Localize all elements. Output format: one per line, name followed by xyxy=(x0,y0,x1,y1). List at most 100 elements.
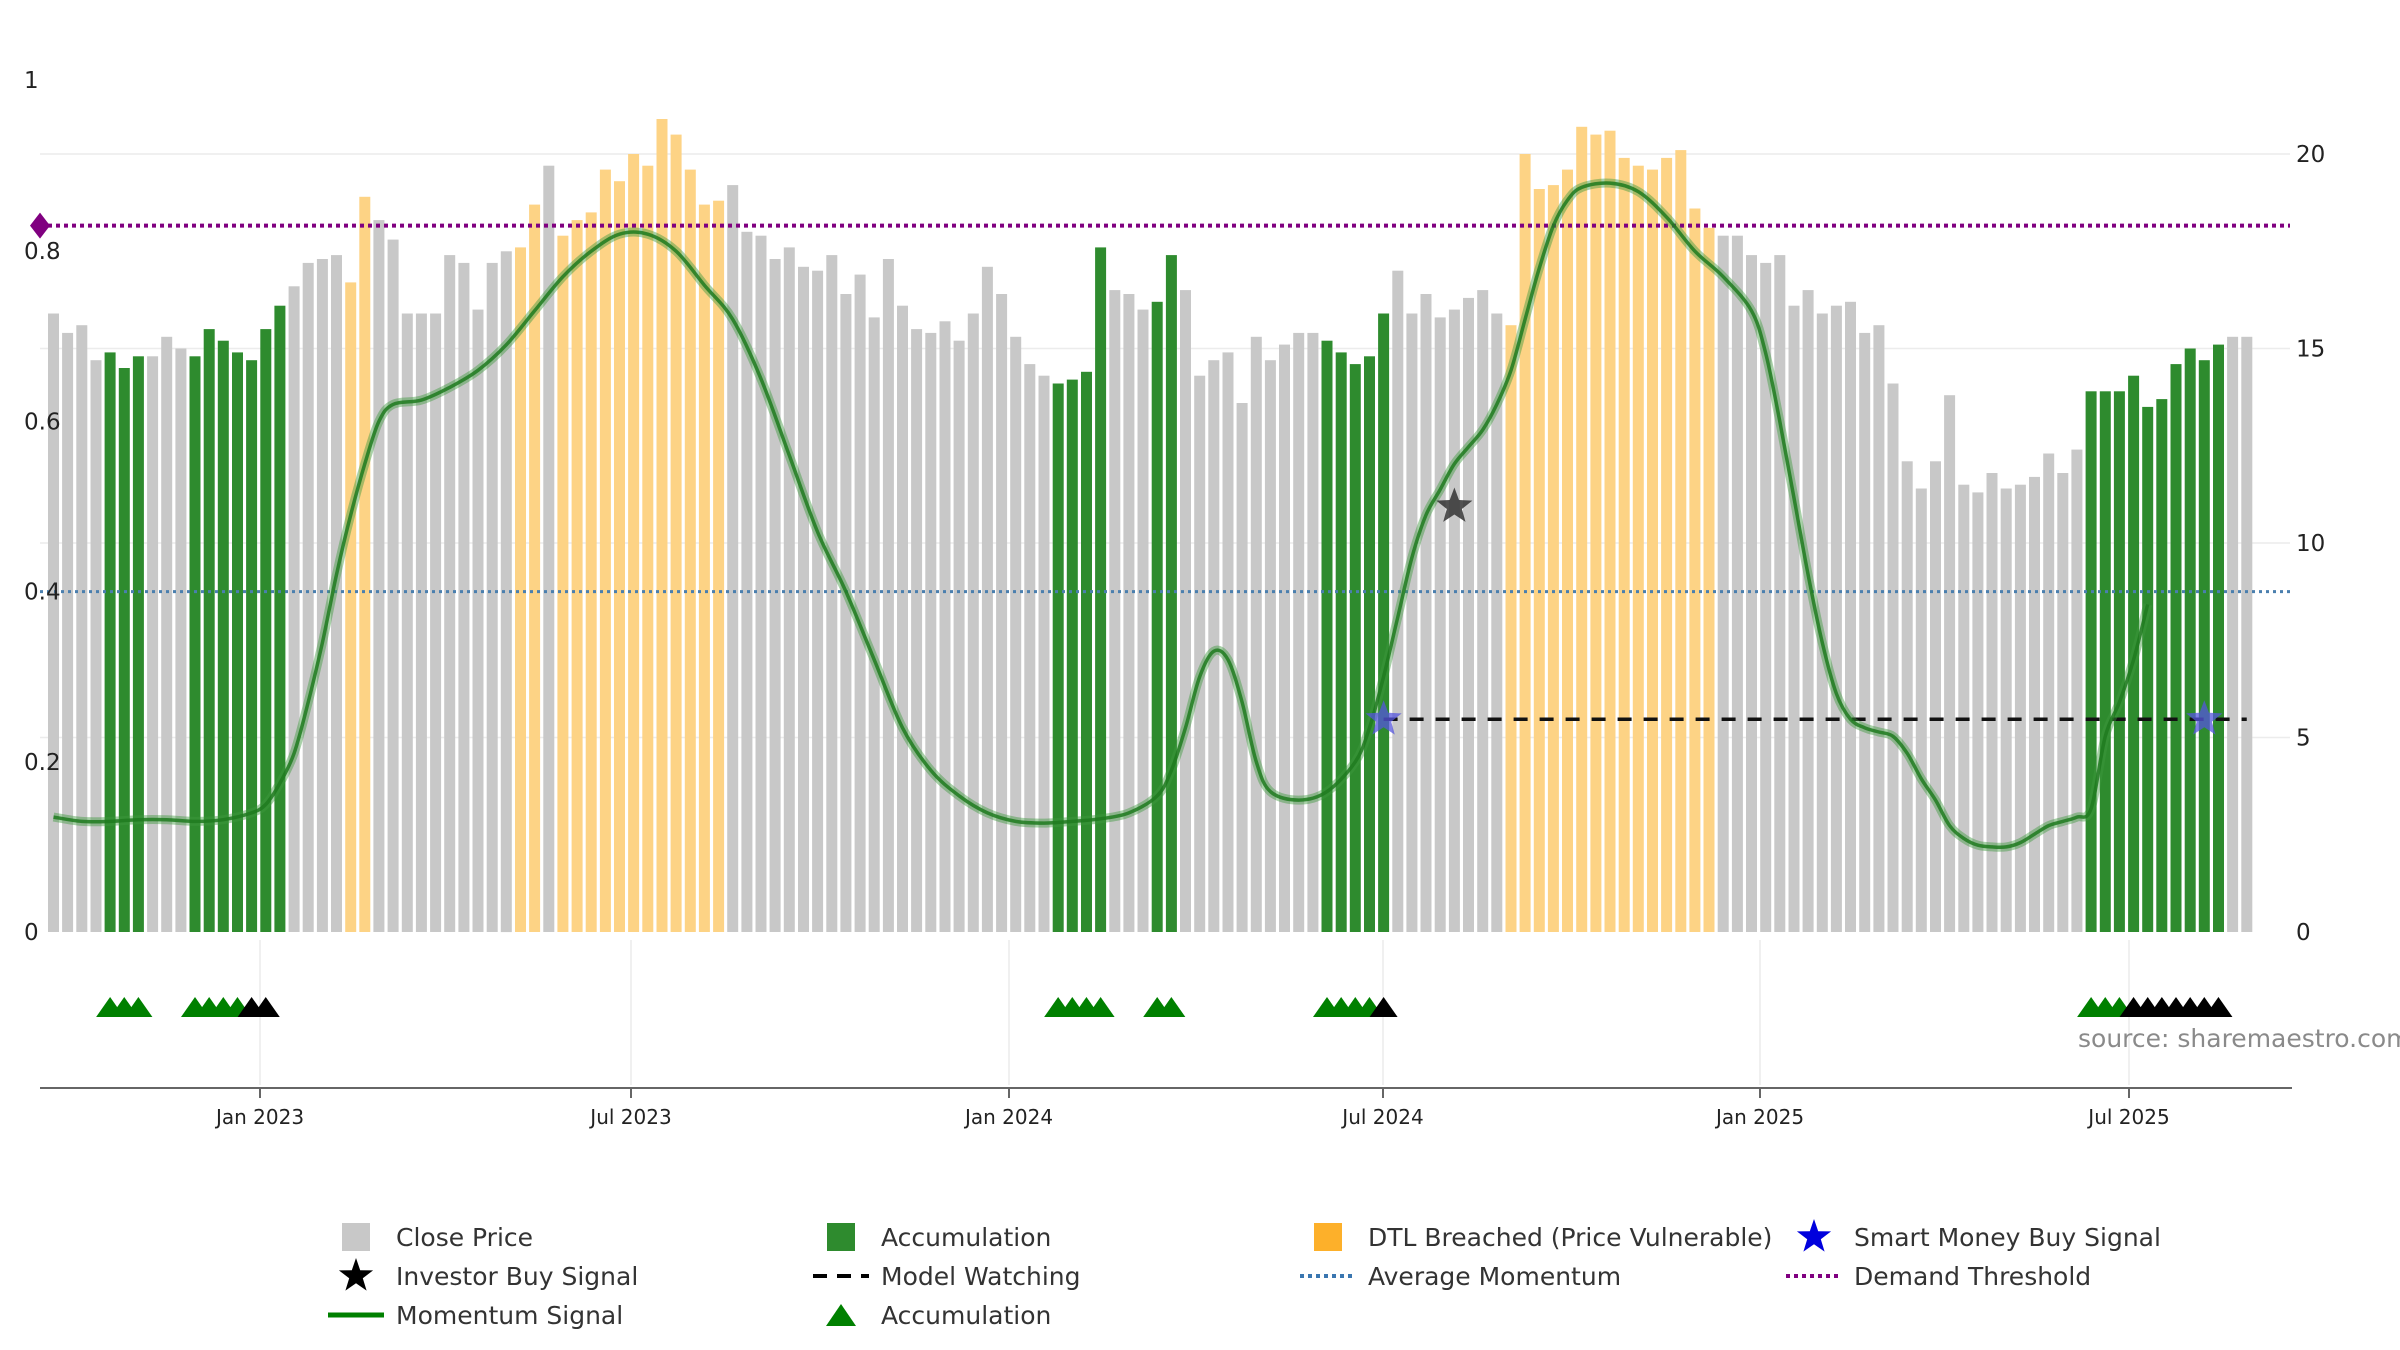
close-price-bar xyxy=(925,332,937,932)
close-price-bar xyxy=(1788,305,1800,932)
close-price-bar xyxy=(882,259,894,932)
x-tick-label: Jul 2024 xyxy=(1340,1105,1423,1129)
close-price-bar xyxy=(1986,473,1998,932)
right-tick-label: 0 xyxy=(2296,920,2311,946)
close-price-bar xyxy=(161,336,173,932)
dtl-breached-bar xyxy=(529,204,541,933)
close-price-bar xyxy=(1024,364,1036,933)
right-tick-label: 20 xyxy=(2296,142,2325,168)
right-tick-label: 15 xyxy=(2296,337,2325,363)
accumulation-triangle xyxy=(1157,997,1186,1017)
close-price-bar xyxy=(1915,488,1927,932)
demand-threshold-marker xyxy=(30,212,50,239)
accumulation-bar xyxy=(1066,379,1078,933)
close-price-bar xyxy=(1109,290,1121,933)
close-price-bar xyxy=(1463,297,1474,932)
accumulation-bar xyxy=(1349,364,1361,933)
dtl-breached-bar xyxy=(1519,154,1531,932)
close-price-bar xyxy=(1279,344,1290,933)
dtl-breached-bar xyxy=(1675,150,1687,933)
x-tick-label: Jul 2023 xyxy=(588,1105,671,1129)
accumulation-bar xyxy=(1165,255,1177,933)
dtl-breached-bar xyxy=(585,212,597,932)
x-tick-label: Jan 2024 xyxy=(963,1105,1053,1129)
accumulation-bar xyxy=(1378,313,1390,932)
dtl-breached-bar xyxy=(698,204,710,933)
markers xyxy=(30,212,2223,735)
accumulation-bar xyxy=(1095,247,1107,932)
accumulation-triangle-black xyxy=(251,997,280,1017)
dtl-breached-bar xyxy=(1533,189,1545,932)
bars xyxy=(48,119,2253,933)
dtl-breached-bar xyxy=(1661,157,1673,932)
close-price-bar xyxy=(1406,313,1418,932)
dtl-breached-bar xyxy=(515,247,526,932)
accumulation-bar xyxy=(1052,383,1064,932)
close-price-bar xyxy=(996,294,1008,932)
accumulation-bar xyxy=(104,352,116,932)
dtl-breached-bar xyxy=(656,119,668,932)
close-price-bar xyxy=(783,247,795,932)
close-price-bar xyxy=(727,185,739,933)
close-price-bar xyxy=(1307,332,1319,932)
close-price-bar xyxy=(1887,383,1899,932)
close-price-bar xyxy=(1760,262,1772,932)
accumulation-bar xyxy=(2156,399,2168,933)
accumulation-bar xyxy=(2085,391,2097,932)
smart-money-buy-signal-star xyxy=(1365,700,1402,735)
close-price-bar xyxy=(1222,352,1234,932)
dtl-breached-bar xyxy=(599,169,611,933)
accumulation-bar xyxy=(246,360,258,932)
dtl-breached-bar xyxy=(628,154,640,932)
close-price-bar xyxy=(1392,270,1404,932)
close-price-bar xyxy=(897,305,908,932)
investor-buy-signal-star xyxy=(1436,487,1473,522)
close-price-bar xyxy=(868,317,880,932)
close-price-bar xyxy=(1859,332,1871,932)
close-price-bar xyxy=(48,313,59,932)
dtl-breached-bar xyxy=(1576,126,1588,933)
close-price-bar xyxy=(316,259,328,932)
dtl-breached-bar xyxy=(345,282,357,932)
dtl-breached-bar xyxy=(670,134,682,933)
close-price-bar xyxy=(1123,294,1135,932)
left-tick-label: 1 xyxy=(24,68,39,94)
close-price-bar xyxy=(1264,360,1276,932)
axes: Jan 2023 Jul 2023 Jan 2024 Jul 2024 Jan 2025… xyxy=(24,68,2325,1129)
close-price-bar xyxy=(401,313,413,932)
dtl-breached-bar xyxy=(642,165,654,932)
close-price-bar xyxy=(331,255,342,933)
close-price-bar xyxy=(1420,294,1432,932)
close-price-bar xyxy=(1845,301,1856,932)
close-price-bar xyxy=(76,325,88,932)
close-price-bar xyxy=(981,266,993,932)
close-price-bar xyxy=(1816,313,1828,932)
accumulation-bar xyxy=(118,368,130,932)
close-price-bar xyxy=(2000,488,2012,932)
accumulation-bar xyxy=(260,329,272,933)
close-price-bar xyxy=(2071,449,2083,932)
close-price-bar xyxy=(798,266,809,932)
close-price-bar xyxy=(854,274,866,933)
accumulation-bar xyxy=(2198,360,2210,932)
x-tick-label: Jan 2023 xyxy=(214,1105,304,1129)
accumulation-bar xyxy=(1364,356,1375,932)
left-tick-label: 0.8 xyxy=(24,239,61,265)
close-price-bar xyxy=(840,294,852,932)
close-price-bar xyxy=(1137,309,1149,933)
close-price-bar xyxy=(458,262,470,932)
close-price-bar xyxy=(1873,325,1885,932)
close-price-bar xyxy=(812,270,824,932)
left-tick-label: 0.6 xyxy=(24,409,61,435)
momentum-signal-line xyxy=(53,181,2150,850)
accumulation-bar xyxy=(217,340,229,932)
close-price-bar xyxy=(1972,492,1984,932)
accumulation-bar xyxy=(2099,391,2111,932)
close-price-bar xyxy=(1194,375,1206,932)
dtl-breached-bar xyxy=(1505,325,1517,932)
accumulation-triangle-black xyxy=(2204,997,2233,1017)
close-price-bar xyxy=(2014,484,2026,932)
triangles xyxy=(96,997,2233,1017)
left-tick-label: 0 xyxy=(24,920,39,946)
accumulation-bar xyxy=(2113,391,2125,932)
